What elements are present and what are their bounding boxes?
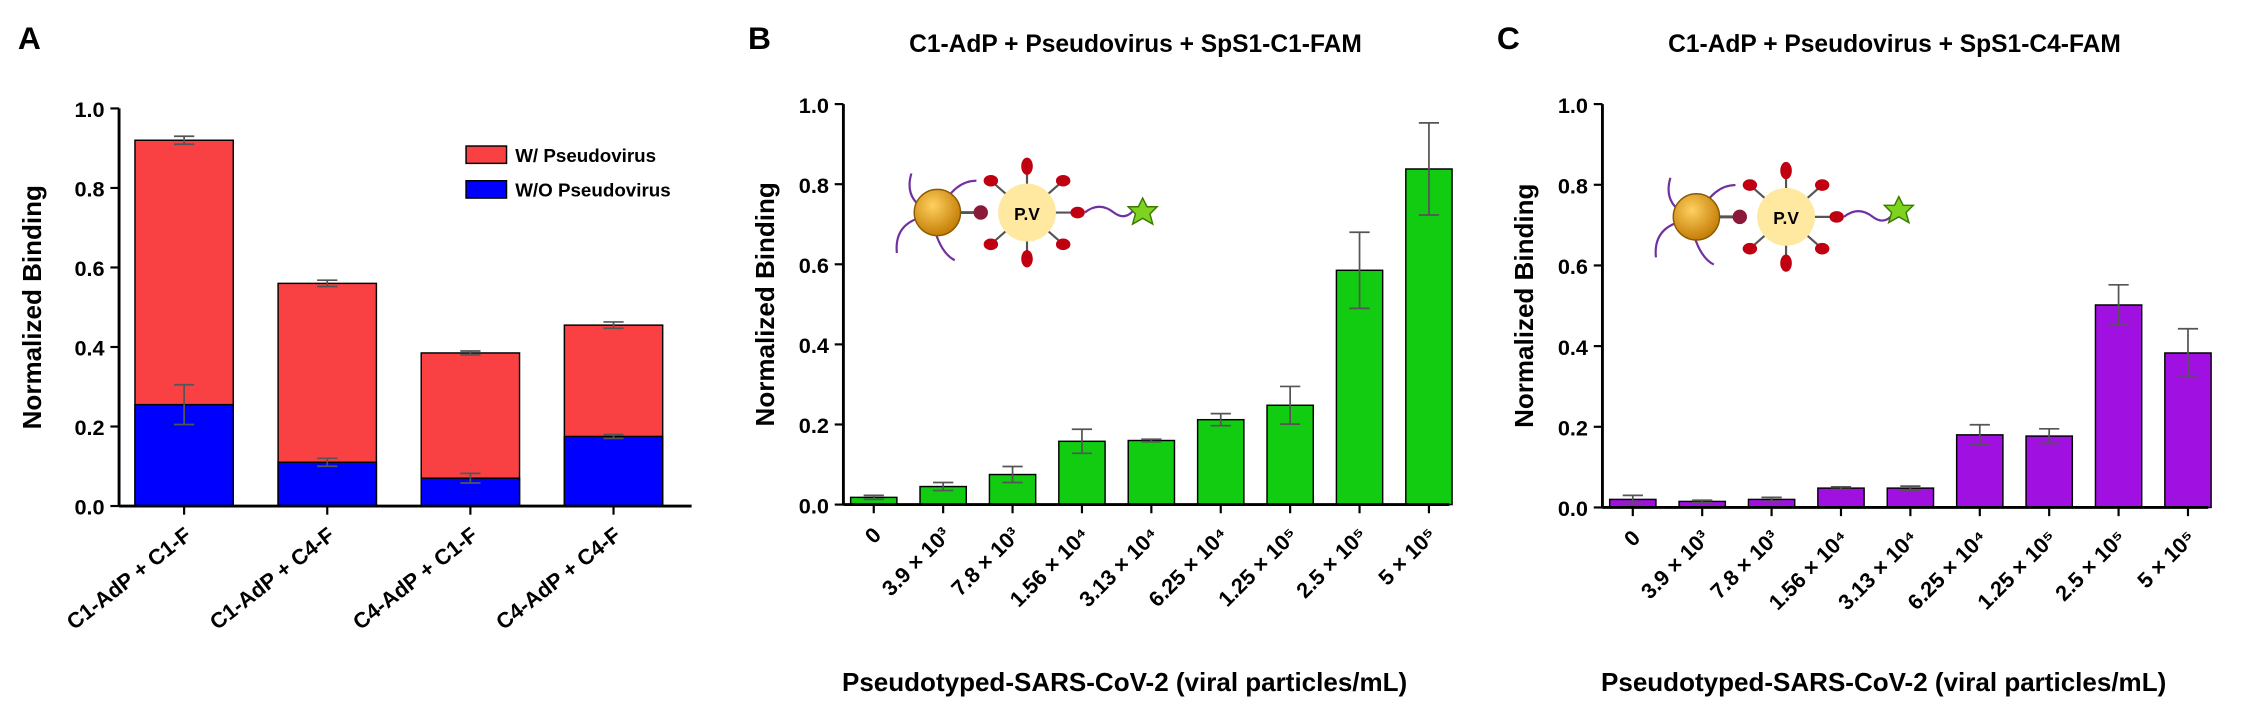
inset-label: P.V xyxy=(1014,204,1040,224)
legend-swatch xyxy=(465,180,508,199)
error-bar xyxy=(1969,423,1990,446)
bar xyxy=(2025,435,2074,509)
error-bar xyxy=(1622,494,1643,505)
x-tick-label: 3.9 × 10³ xyxy=(877,522,956,601)
y-tick-label: 0.6 xyxy=(1558,254,1588,279)
x-tick-label: 5 × 10⁵ xyxy=(2132,525,2200,593)
y-tick-label: 0.2 xyxy=(74,415,104,440)
bar xyxy=(2094,304,2143,509)
error-bar xyxy=(2177,327,2199,379)
error-bar xyxy=(1830,486,1852,491)
y-tick-label: 0.2 xyxy=(799,413,829,438)
x-tick-label: 0 xyxy=(1619,525,1645,551)
legend-swatch xyxy=(465,145,508,165)
error-bar xyxy=(1692,499,1713,504)
x-tick-label: 2.5 × 10⁵ xyxy=(1291,522,1372,603)
y-axis-title: Normalized Binding xyxy=(1509,184,1539,428)
error-bar xyxy=(1141,438,1162,443)
y-tick-label: 0.4 xyxy=(1558,335,1588,360)
y-tick-label: 0.6 xyxy=(799,253,829,278)
x-tick-label: C4-AdP + C1-F xyxy=(348,522,482,635)
error-bar xyxy=(317,457,338,468)
x-tick-label: 5 × 10⁵ xyxy=(1373,522,1441,590)
x-tick-label: C1-AdP + C1-F xyxy=(62,522,196,635)
y-tick-label: 0.8 xyxy=(74,177,104,202)
y-tick-label: 0.0 xyxy=(799,493,829,518)
illustration xyxy=(895,157,1159,268)
error-bar xyxy=(2039,427,2060,445)
error-bar xyxy=(1418,122,1440,216)
error-bar xyxy=(1761,496,1782,503)
bar xyxy=(1196,418,1245,506)
error-bar xyxy=(174,135,195,146)
y-tick-label: 1.0 xyxy=(74,97,104,122)
x-tick-label: C1-AdP + C4-F xyxy=(205,522,339,635)
error-bar xyxy=(174,383,195,426)
x-tick-label: 2.5 × 10⁵ xyxy=(2050,525,2131,606)
error-bar xyxy=(1210,412,1231,427)
panel-label: C xyxy=(1497,20,1520,56)
error-bar xyxy=(1002,465,1023,484)
x-tick-label: 3.9 × 10³ xyxy=(1636,525,1715,604)
error-bar xyxy=(933,481,954,492)
error-bar xyxy=(1349,231,1370,310)
y-tick-label: 0.4 xyxy=(74,336,104,361)
bar xyxy=(1886,487,1935,509)
y-axis-title: Normalized Binding xyxy=(17,185,47,429)
bar xyxy=(563,435,664,507)
y-tick-label: 0.0 xyxy=(74,495,104,520)
inset-label: P.V xyxy=(1773,208,1799,228)
error-bar xyxy=(1900,485,1921,491)
y-tick-label: 0.4 xyxy=(799,333,829,358)
x-tick-label: C4-AdP + C4-F xyxy=(491,522,625,635)
bar xyxy=(1127,439,1176,506)
error-bar xyxy=(317,279,338,288)
chart-title: C1-AdP + Pseudovirus + SpS1-C1-FAM xyxy=(909,31,1362,58)
error-bar xyxy=(603,433,624,440)
error-bar xyxy=(603,321,624,330)
bar xyxy=(1817,487,1865,509)
error-bar xyxy=(863,494,884,501)
y-axis-title: Normalized Binding xyxy=(750,182,780,426)
error-bar xyxy=(1071,428,1093,455)
illustration xyxy=(1654,161,1916,272)
error-bar xyxy=(1280,385,1301,425)
panel-label: A xyxy=(18,20,41,56)
y-tick-label: 1.0 xyxy=(1558,93,1588,118)
legend-label: W/O Pseudovirus xyxy=(515,180,671,201)
panel-label: B xyxy=(748,20,771,56)
legend-label: W/ Pseudovirus xyxy=(515,145,656,166)
x-axis-title: Pseudotyped-SARS-CoV-2 (viral particles/… xyxy=(1601,667,2166,697)
y-tick-label: 0.2 xyxy=(1558,415,1588,440)
bar xyxy=(277,461,378,507)
y-tick-label: 0.6 xyxy=(74,256,104,281)
y-tick-label: 0.8 xyxy=(1558,173,1588,198)
bar xyxy=(1405,168,1453,506)
bar xyxy=(1955,434,2004,509)
x-axis-title: Pseudotyped-SARS-CoV-2 (viral particles/… xyxy=(842,667,1407,697)
error-bar xyxy=(2108,283,2129,327)
error-bar xyxy=(460,472,481,484)
y-tick-label: 0.8 xyxy=(799,173,829,198)
error-bar xyxy=(460,350,481,356)
y-tick-label: 0.0 xyxy=(1558,496,1588,521)
y-tick-label: 1.0 xyxy=(799,93,829,118)
chart-title: C1-AdP + Pseudovirus + SpS1-C4-FAM xyxy=(1668,31,2121,58)
x-tick-label: 0 xyxy=(860,522,886,548)
